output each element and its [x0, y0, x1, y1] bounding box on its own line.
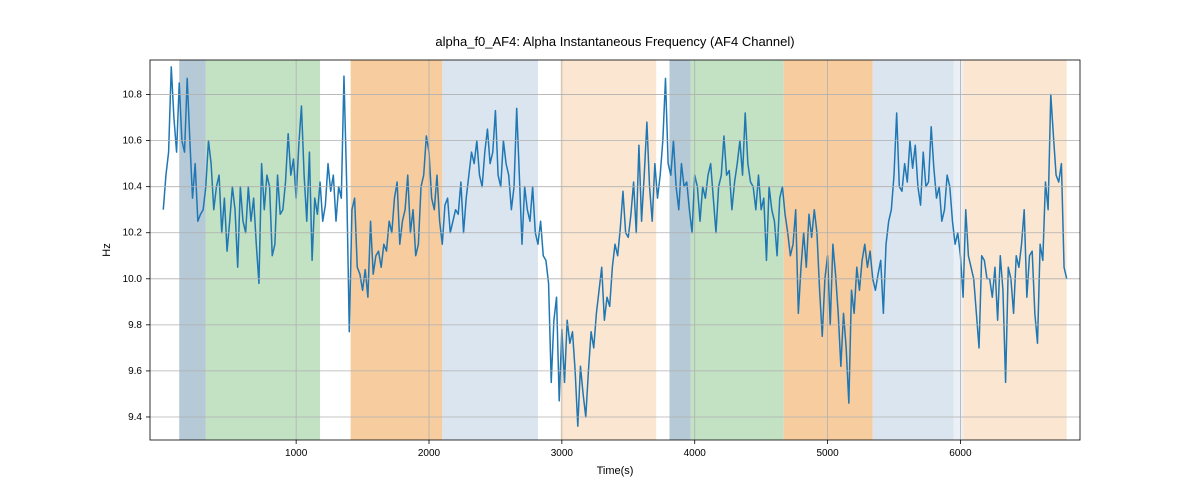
x-tick-label: 4000	[684, 448, 707, 459]
chart-title: alpha_f0_AF4: Alpha Instantaneous Freque…	[435, 34, 794, 49]
x-tick-label: 1000	[285, 448, 308, 459]
x-tick-label: 2000	[418, 448, 441, 459]
y-tick-label: 10.0	[123, 274, 143, 285]
y-tick-label: 9.4	[128, 412, 142, 423]
y-tick-label: 9.6	[128, 366, 142, 377]
x-tick-label: 5000	[816, 448, 839, 459]
x-axis-label: Time(s)	[597, 465, 634, 477]
chart-container: 1000 2000 3000 4000 5000 6000 9.4 9.6 9.8 10.0 10.…	[0, 0, 1200, 500]
line-chart: 1000 2000 3000 4000 5000 6000 9.4 9.6 9.8 10.0 10.…	[0, 0, 1200, 500]
y-tick-label: 10.4	[123, 182, 143, 193]
y-axis-label: Hz	[101, 243, 113, 256]
y-tick-label: 10.2	[123, 228, 143, 239]
y-tick-label: 9.8	[128, 320, 142, 331]
x-tick-label: 6000	[949, 448, 972, 459]
y-tick-label: 10.6	[123, 136, 143, 147]
y-tick-label: 10.8	[123, 90, 143, 101]
x-tick-label: 3000	[551, 448, 574, 459]
